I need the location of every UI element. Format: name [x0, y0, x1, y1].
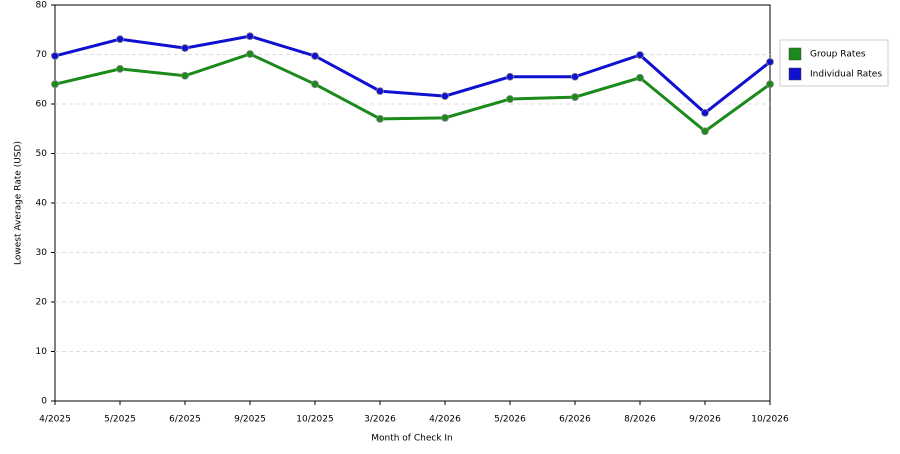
- series-line: [54, 52, 771, 134]
- point: [441, 92, 449, 100]
- x-tick-label: 5/2025: [104, 415, 136, 425]
- point: [636, 73, 644, 82]
- x-tick-label: 10/2026: [751, 415, 789, 425]
- point: [116, 64, 124, 73]
- point: [571, 93, 579, 101]
- legend-swatch: [788, 47, 802, 61]
- y-tick-label: 40: [36, 199, 48, 209]
- point: [116, 35, 124, 44]
- x-tick-label: 9/2025: [234, 415, 266, 425]
- point: [506, 95, 514, 103]
- x-tick-label: 6/2025: [169, 415, 201, 425]
- x-tick-label: 9/2026: [689, 415, 721, 425]
- y-tick-label: 70: [36, 50, 48, 60]
- point: [51, 80, 59, 89]
- point: [766, 80, 774, 89]
- x-tick-label: 3/2026: [364, 415, 396, 425]
- series-line: [54, 34, 771, 115]
- y-tick-label: 30: [36, 248, 48, 258]
- x-axis-label: Month of Check In: [371, 434, 453, 444]
- y-tick-label: 20: [36, 298, 48, 308]
- point: [246, 50, 254, 58]
- point: [636, 51, 644, 59]
- point: [506, 72, 514, 81]
- x-tick-label: 4/2025: [39, 415, 71, 425]
- y-tick-label: 0: [41, 397, 47, 407]
- point: [441, 113, 449, 122]
- x-tick-label: 5/2026: [494, 415, 526, 425]
- y-tick-label: 80: [36, 1, 48, 11]
- point: [311, 80, 319, 89]
- x-tick-label: 8/2026: [624, 415, 656, 425]
- legend-label: Group Rates: [810, 50, 866, 60]
- y-tick-label: 50: [36, 149, 48, 159]
- point: [376, 87, 384, 96]
- point: [571, 72, 579, 81]
- point: [766, 58, 774, 66]
- y-axis-label: Lowest Average Rate (USD): [14, 141, 24, 265]
- point: [246, 32, 254, 41]
- legend-swatch: [788, 67, 802, 81]
- point: [181, 44, 189, 52]
- point: [181, 71, 189, 80]
- point: [311, 52, 319, 60]
- point: [701, 109, 709, 117]
- point: [51, 52, 59, 60]
- x-tick-label: 4/2026: [429, 415, 461, 425]
- point: [701, 127, 709, 136]
- y-tick-label: 10: [36, 347, 48, 357]
- x-tick-label: 6/2026: [559, 415, 591, 425]
- x-tick-label: 10/2025: [296, 415, 333, 425]
- legend-label: Individual Rates: [810, 70, 882, 80]
- y-tick-label: 60: [36, 100, 48, 110]
- point: [376, 114, 384, 123]
